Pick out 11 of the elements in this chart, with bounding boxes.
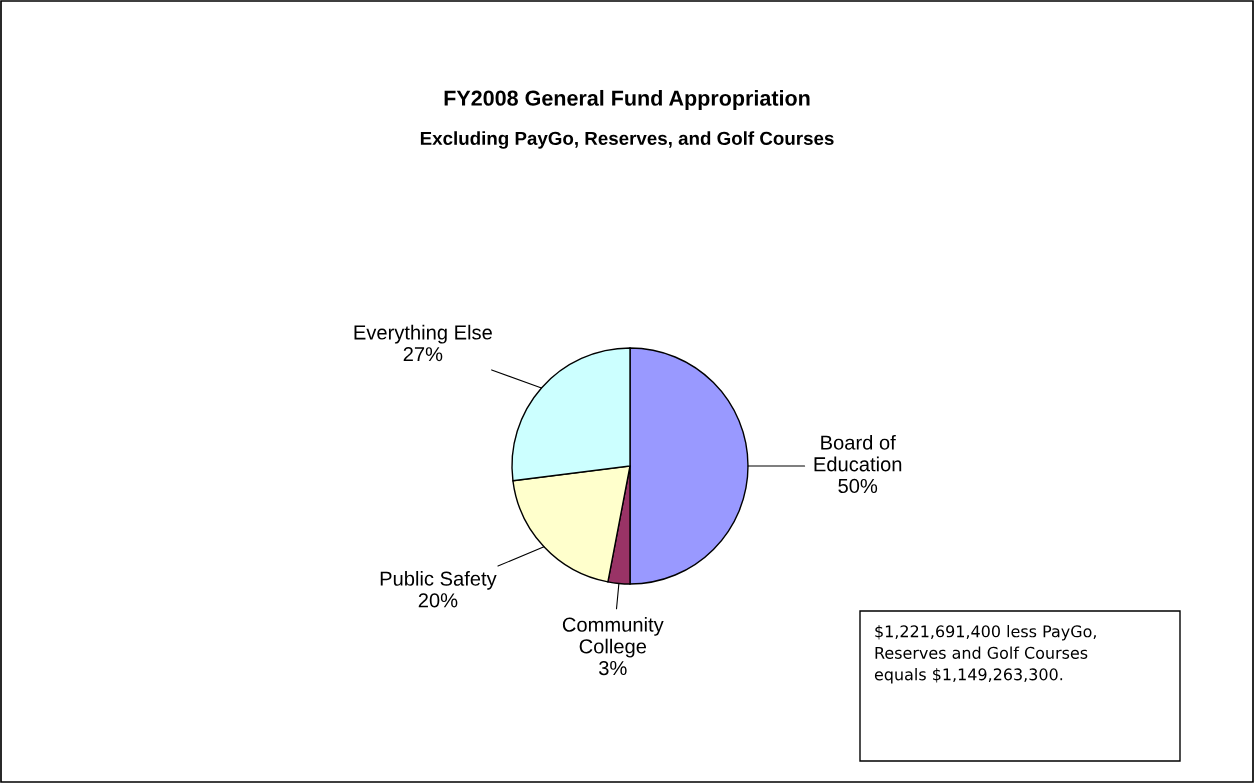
chart-subtitle: Excluding PayGo, Reserves, and Golf Courses (420, 131, 834, 149)
slice-label: Public Safety (380, 570, 497, 590)
slice-label: Community College (562, 617, 664, 658)
data-label: 27% (403, 347, 443, 362)
slice-label: Everything Else (354, 324, 492, 344)
text: $1,221,691,400 less PayGo, Reserves and Golf Courses equals $1,149,263,300. (874, 625, 1096, 684)
data-label: 3% (599, 660, 627, 676)
data-label: 50% (838, 478, 878, 494)
chart-title: FY2008 General Fund Appropriation (444, 89, 810, 111)
slice-label: Board of Education (814, 434, 902, 472)
data-label: 20% (418, 593, 458, 608)
